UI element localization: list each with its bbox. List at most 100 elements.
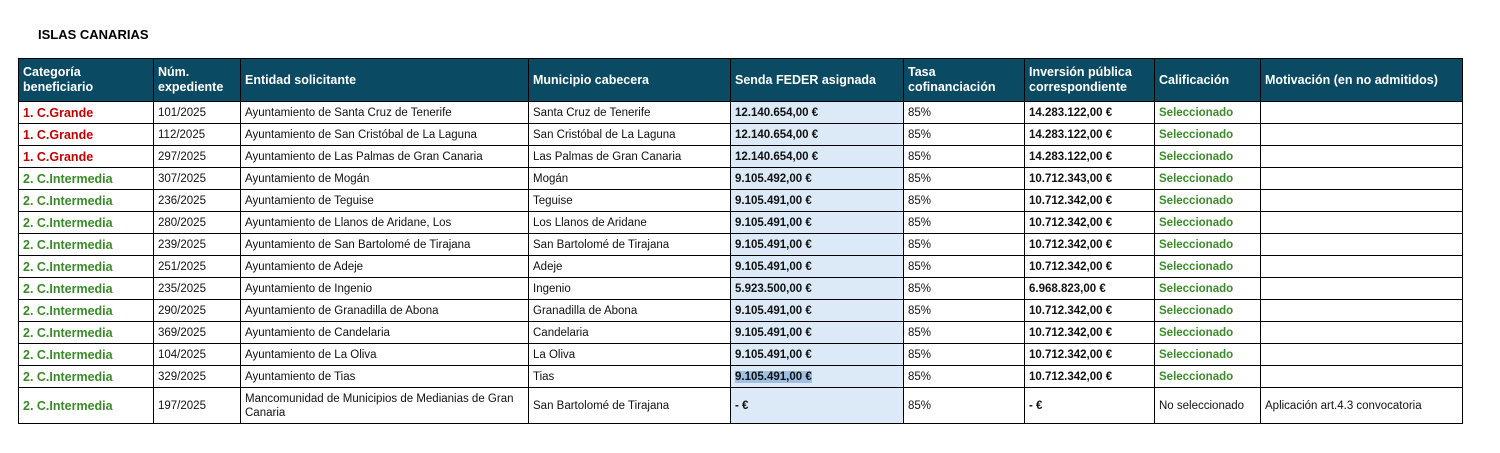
cell-feder[interactable]: 5.923.500,00 € xyxy=(730,277,904,300)
cell-expediente[interactable]: 297/2025 xyxy=(153,145,241,168)
cell-municipio[interactable]: Tias xyxy=(528,365,731,388)
cell-entidad[interactable]: Ayuntamiento de San Bartolomé de Tirajan… xyxy=(240,233,529,256)
cell-entidad[interactable]: Ayuntamiento de Teguise xyxy=(240,189,529,212)
cell-expediente[interactable]: 369/2025 xyxy=(153,321,241,344)
cell-categoria[interactable]: 2. C.Intermedia xyxy=(18,167,154,190)
cell-tasa[interactable]: 85% xyxy=(903,365,1025,388)
cell-inversion[interactable]: 6.968.823,00 € xyxy=(1024,277,1155,300)
cell-calificacion[interactable]: Seleccionado xyxy=(1154,211,1261,234)
cell-inversion[interactable]: 10.712.342,00 € xyxy=(1024,255,1155,278)
cell-inversion[interactable]: 14.283.122,00 € xyxy=(1024,145,1155,168)
column-header-municipio[interactable]: Municipio cabecera xyxy=(528,58,731,102)
cell-feder[interactable]: 9.105.491,00 € xyxy=(730,211,904,234)
cell-motivacion[interactable] xyxy=(1260,365,1463,388)
cell-calificacion[interactable]: Seleccionado xyxy=(1154,189,1261,212)
cell-municipio[interactable]: Candelaria xyxy=(528,321,731,344)
cell-municipio[interactable]: Las Palmas de Gran Canaria xyxy=(528,145,731,168)
cell-inversion[interactable]: 10.712.343,00 € xyxy=(1024,167,1155,190)
cell-expediente[interactable]: 197/2025 xyxy=(153,387,241,424)
cell-calificacion[interactable]: Seleccionado xyxy=(1154,101,1261,124)
cell-expediente[interactable]: 239/2025 xyxy=(153,233,241,256)
cell-categoria[interactable]: 2. C.Intermedia xyxy=(18,321,154,344)
cell-inversion[interactable]: 10.712.342,00 € xyxy=(1024,365,1155,388)
cell-calificacion[interactable]: Seleccionado xyxy=(1154,233,1261,256)
cell-expediente[interactable]: 329/2025 xyxy=(153,365,241,388)
cell-calificacion[interactable]: Seleccionado xyxy=(1154,277,1261,300)
cell-entidad[interactable]: Ayuntamiento de Mogán xyxy=(240,167,529,190)
cell-categoria[interactable]: 1. C.Grande xyxy=(18,145,154,168)
cell-expediente[interactable]: 101/2025 xyxy=(153,101,241,124)
cell-tasa[interactable]: 85% xyxy=(903,189,1025,212)
cell-feder[interactable]: 9.105.491,00 € xyxy=(730,343,904,366)
cell-feder[interactable]: 12.140.654,00 € xyxy=(730,145,904,168)
cell-motivacion[interactable] xyxy=(1260,255,1463,278)
cell-municipio[interactable]: Adeje xyxy=(528,255,731,278)
cell-tasa[interactable]: 85% xyxy=(903,167,1025,190)
cell-motivacion[interactable] xyxy=(1260,277,1463,300)
cell-tasa[interactable]: 85% xyxy=(903,211,1025,234)
cell-tasa[interactable]: 85% xyxy=(903,233,1025,256)
cell-tasa[interactable]: 85% xyxy=(903,343,1025,366)
cell-municipio[interactable]: San Bartolomé de Tirajana xyxy=(528,233,731,256)
cell-feder[interactable]: 9.105.491,00 € xyxy=(730,255,904,278)
cell-feder[interactable]: 12.140.654,00 € xyxy=(730,101,904,124)
cell-categoria[interactable]: 2. C.Intermedia xyxy=(18,255,154,278)
cell-calificacion[interactable]: Seleccionado xyxy=(1154,321,1261,344)
cell-expediente[interactable]: 104/2025 xyxy=(153,343,241,366)
cell-categoria[interactable]: 1. C.Grande xyxy=(18,123,154,146)
cell-inversion[interactable]: 10.712.342,00 € xyxy=(1024,233,1155,256)
cell-motivacion[interactable]: Aplicación art.4.3 convocatoria xyxy=(1260,387,1463,424)
cell-inversion[interactable]: 10.712.342,00 € xyxy=(1024,343,1155,366)
cell-entidad[interactable]: Ayuntamiento de Ingenio xyxy=(240,277,529,300)
cell-tasa[interactable]: 85% xyxy=(903,387,1025,424)
cell-tasa[interactable]: 85% xyxy=(903,255,1025,278)
cell-feder[interactable]: 9.105.491,00 € xyxy=(730,321,904,344)
cell-entidad[interactable]: Ayuntamiento de Candelaria xyxy=(240,321,529,344)
cell-motivacion[interactable] xyxy=(1260,299,1463,322)
cell-feder[interactable]: 9.105.491,00 € xyxy=(730,189,904,212)
cell-motivacion[interactable] xyxy=(1260,343,1463,366)
cell-calificacion[interactable]: Seleccionado xyxy=(1154,145,1261,168)
cell-tasa[interactable]: 85% xyxy=(903,101,1025,124)
cell-municipio[interactable]: La Oliva xyxy=(528,343,731,366)
cell-motivacion[interactable] xyxy=(1260,189,1463,212)
cell-calificacion[interactable]: Seleccionado xyxy=(1154,343,1261,366)
cell-categoria[interactable]: 2. C.Intermedia xyxy=(18,189,154,212)
cell-expediente[interactable]: 307/2025 xyxy=(153,167,241,190)
cell-motivacion[interactable] xyxy=(1260,321,1463,344)
cell-feder[interactable]: 12.140.654,00 € xyxy=(730,123,904,146)
cell-categoria[interactable]: 2. C.Intermedia xyxy=(18,343,154,366)
cell-entidad[interactable]: Ayuntamiento de Llanos de Aridane, Los xyxy=(240,211,529,234)
cell-municipio[interactable]: San Cristóbal de La Laguna xyxy=(528,123,731,146)
cell-motivacion[interactable] xyxy=(1260,101,1463,124)
column-header-inversion[interactable]: Inversión pública correspondiente xyxy=(1024,58,1155,102)
cell-categoria[interactable]: 2. C.Intermedia xyxy=(18,387,154,424)
cell-municipio[interactable]: Santa Cruz de Tenerife xyxy=(528,101,731,124)
cell-calificacion[interactable]: Seleccionado xyxy=(1154,365,1261,388)
cell-entidad[interactable]: Ayuntamiento de Adeje xyxy=(240,255,529,278)
cell-inversion[interactable]: 10.712.342,00 € xyxy=(1024,321,1155,344)
cell-tasa[interactable]: 85% xyxy=(903,321,1025,344)
cell-municipio[interactable]: Teguise xyxy=(528,189,731,212)
cell-inversion[interactable]: 10.712.342,00 € xyxy=(1024,189,1155,212)
cell-categoria[interactable]: 2. C.Intermedia xyxy=(18,211,154,234)
cell-entidad[interactable]: Ayuntamiento de Tias xyxy=(240,365,529,388)
cell-expediente[interactable]: 112/2025 xyxy=(153,123,241,146)
cell-tasa[interactable]: 85% xyxy=(903,299,1025,322)
cell-inversion[interactable]: 14.283.122,00 € xyxy=(1024,101,1155,124)
cell-categoria[interactable]: 1. C.Grande xyxy=(18,101,154,124)
cell-motivacion[interactable] xyxy=(1260,233,1463,256)
cell-feder[interactable]: 9.105.491,00 € xyxy=(730,365,904,388)
cell-expediente[interactable]: 290/2025 xyxy=(153,299,241,322)
cell-tasa[interactable]: 85% xyxy=(903,123,1025,146)
cell-calificacion[interactable]: Seleccionado xyxy=(1154,255,1261,278)
cell-inversion[interactable]: - € xyxy=(1024,387,1155,424)
cell-inversion[interactable]: 10.712.342,00 € xyxy=(1024,211,1155,234)
cell-entidad[interactable]: Ayuntamiento de Santa Cruz de Tenerife xyxy=(240,101,529,124)
cell-categoria[interactable]: 2. C.Intermedia xyxy=(18,277,154,300)
cell-entidad[interactable]: Ayuntamiento de San Cristóbal de La Lagu… xyxy=(240,123,529,146)
cell-entidad[interactable]: Ayuntamiento de Las Palmas de Gran Canar… xyxy=(240,145,529,168)
cell-motivacion[interactable] xyxy=(1260,123,1463,146)
cell-feder[interactable]: 9.105.491,00 € xyxy=(730,233,904,256)
column-header-motivacion[interactable]: Motivación (en no admitidos) xyxy=(1260,58,1463,102)
